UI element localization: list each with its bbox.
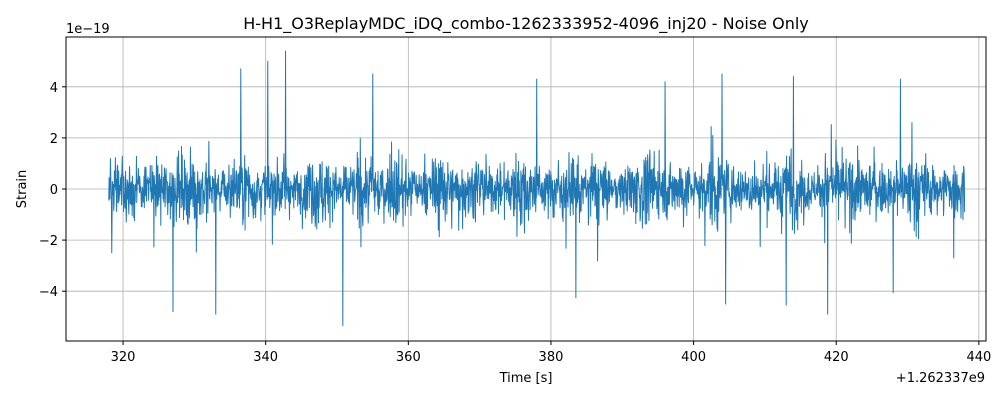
x-tick-label: 380 [539, 350, 564, 365]
x-axis-label: Time [s] [499, 371, 553, 386]
strain-line [108, 50, 966, 327]
series-strain [108, 50, 966, 327]
y-tick-label: 4 [50, 81, 58, 96]
y-tick-label: 0 [50, 183, 58, 198]
y-axis-ticks: −4 −2 0 2 4 [39, 81, 66, 300]
y-tick-label: −2 [39, 234, 58, 249]
y-scale-label: 1e−19 [66, 22, 110, 37]
x-tick-label: 320 [111, 350, 136, 365]
y-tick-label: −4 [39, 285, 58, 300]
x-tick-label: 400 [681, 350, 706, 365]
x-tick-label: 340 [253, 350, 278, 365]
y-tick-label: 2 [50, 132, 58, 147]
x-axis-ticks: 320 340 360 380 400 420 440 [111, 341, 991, 365]
x-tick-label: 420 [824, 350, 849, 365]
x-tick-label: 440 [966, 350, 991, 365]
chart-title: H-H1_O3ReplayMDC_iDQ_combo-1262333952-40… [243, 14, 809, 34]
y-axis-label: Strain [15, 170, 30, 209]
x-offset-label: +1.262337e9 [896, 371, 985, 386]
x-tick-label: 360 [396, 350, 421, 365]
